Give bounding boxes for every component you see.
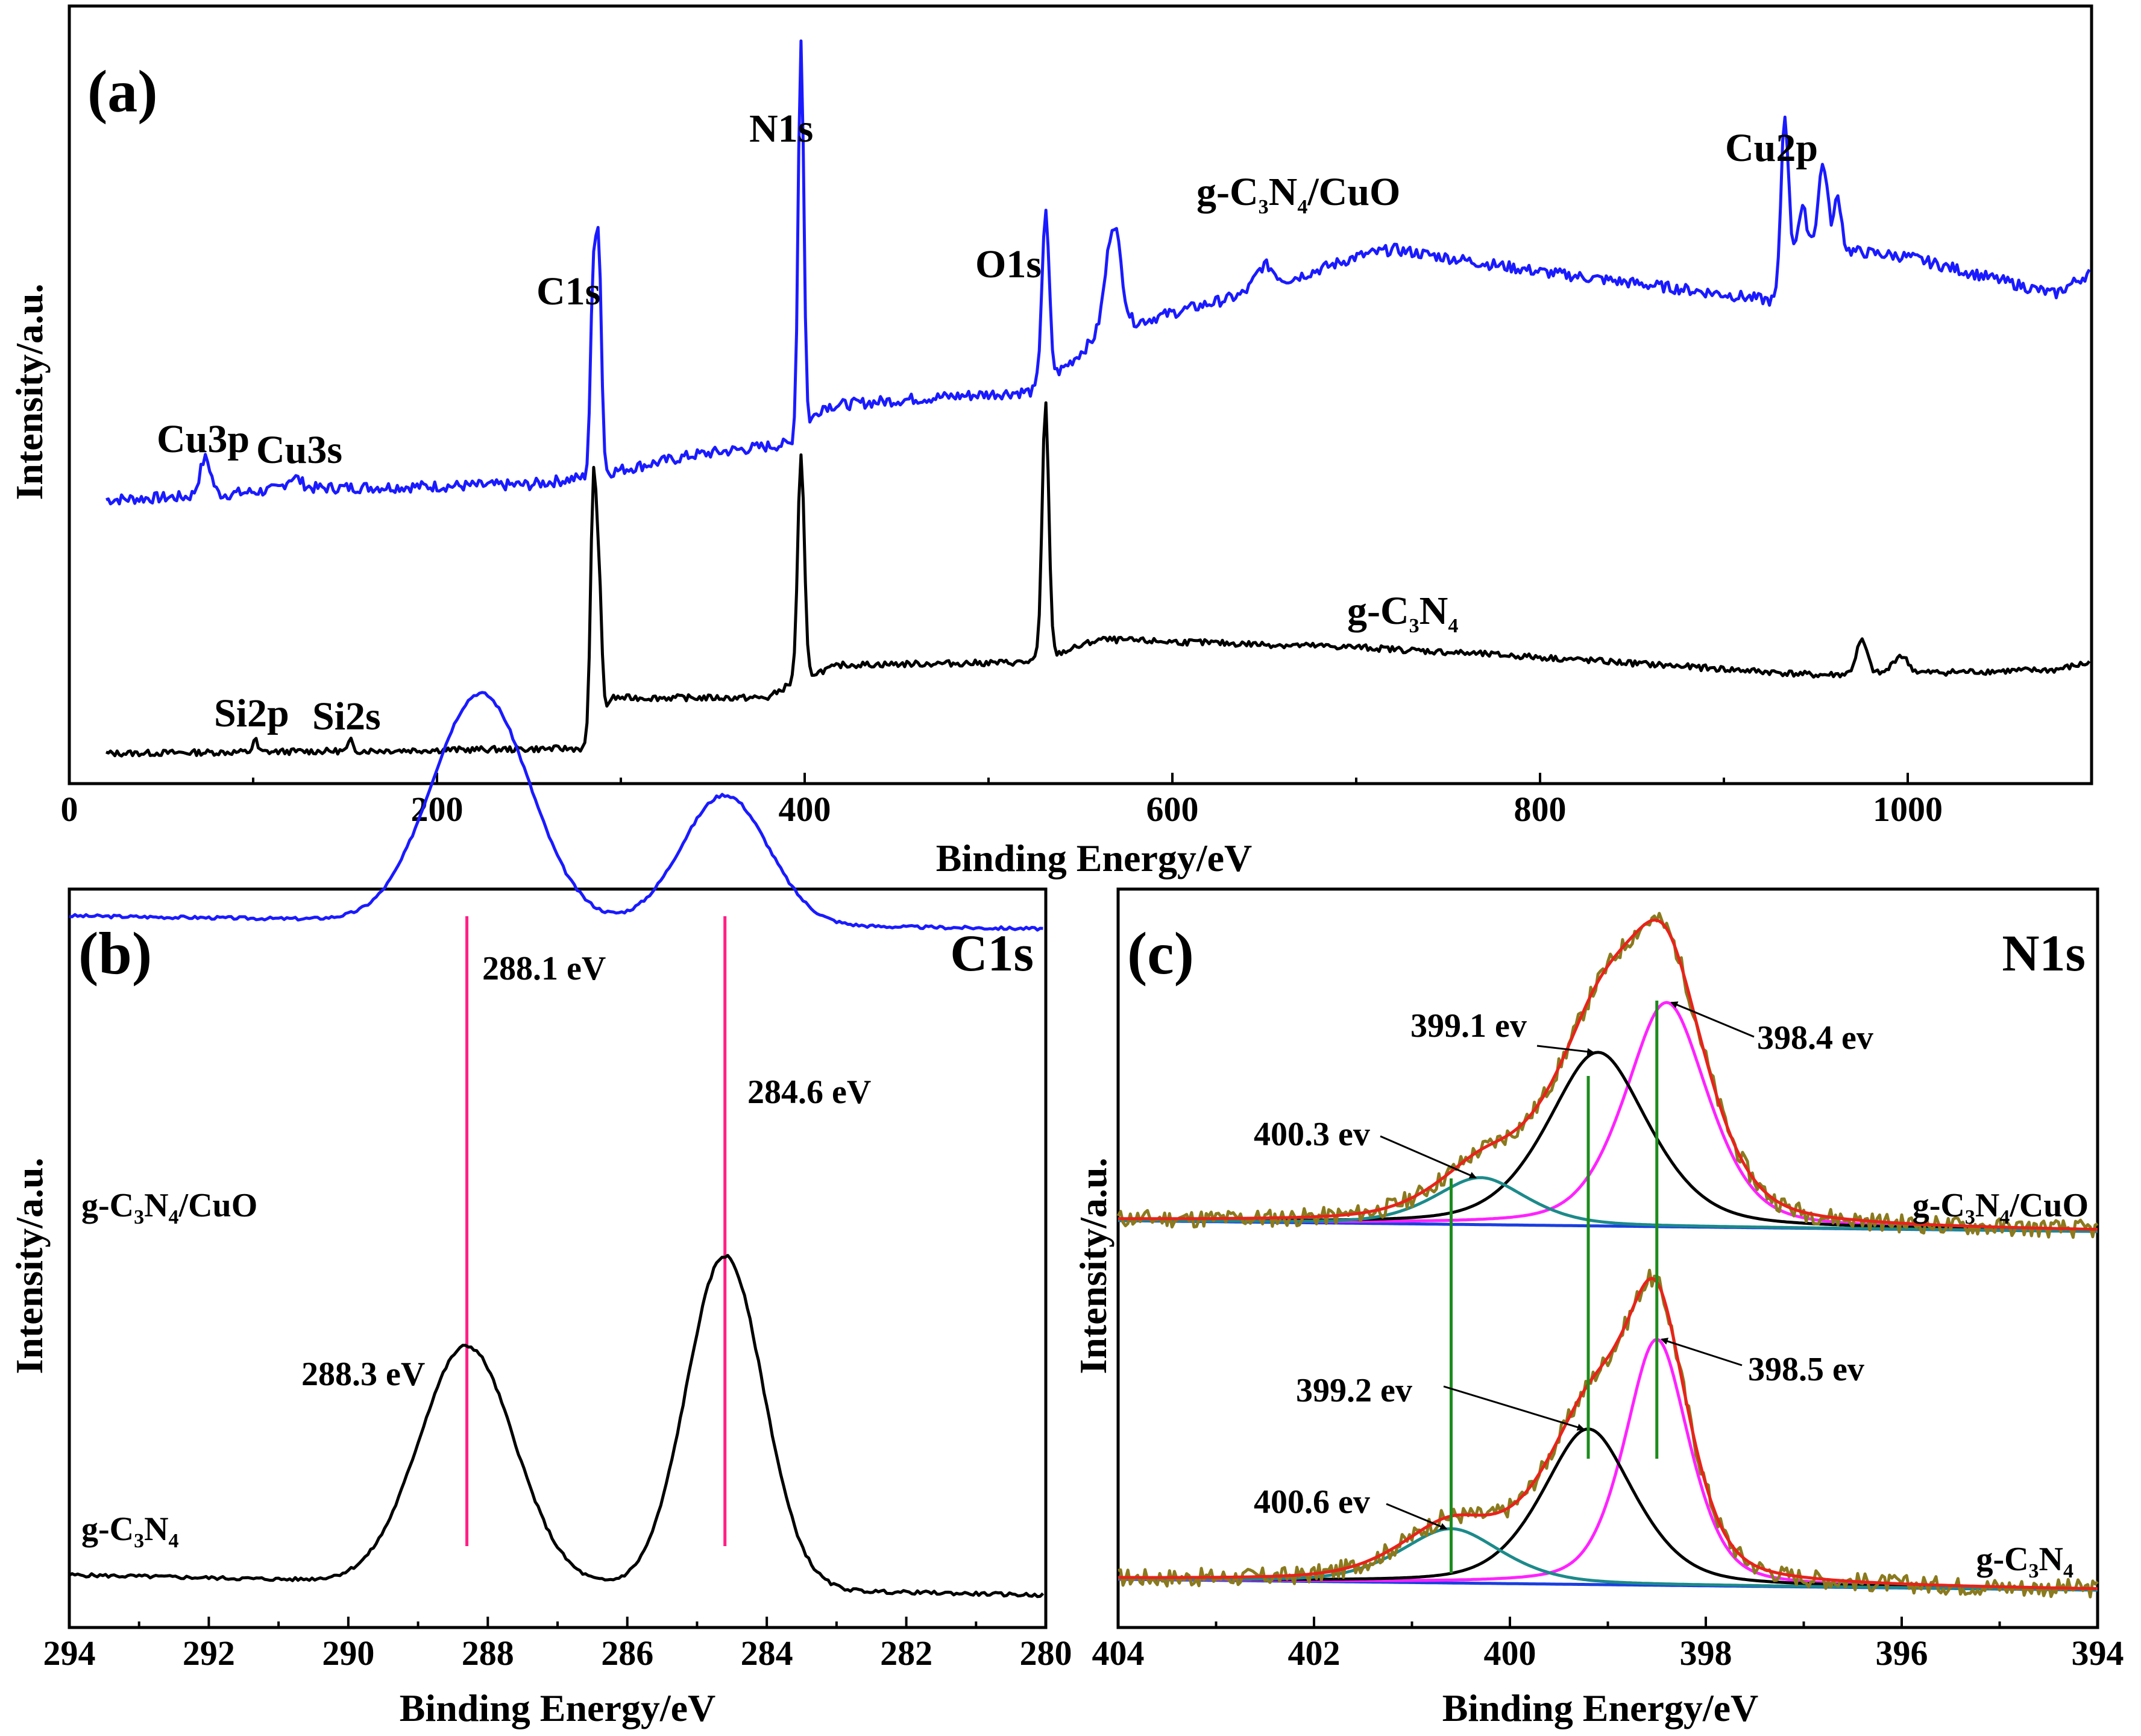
- panel-c-label: (c): [1127, 920, 1194, 987]
- panel-c-x-tick-label: 400: [1484, 1634, 1536, 1673]
- panel-b-x-tick-label: 294: [43, 1634, 96, 1673]
- c1s-curve-gcn: [68, 1254, 1045, 1599]
- annot-cu2p: Cu2p: [1725, 126, 1818, 170]
- panel-c-title: N1s: [2002, 924, 2086, 982]
- panel-a-x-tick-label: 0: [61, 790, 78, 829]
- panel-c-annotation-arrows: [1380, 1001, 1755, 1530]
- panel-c-ylabel: Intensity/a.u.: [1072, 1157, 1115, 1374]
- panel-c-n1s: 404 402 400 398 396 394 (c) N1s Binding Energ…: [1072, 887, 2124, 1729]
- panel-b-ylabel: Intensity/a.u.: [8, 1157, 51, 1374]
- panel-a-xlabel: Binding Energy/eV: [936, 837, 1253, 879]
- panel-a-x-tick-label: 800: [1514, 790, 1567, 829]
- panel-b-x-tick-label: 282: [880, 1634, 932, 1673]
- panel-b-x-tick-label: 292: [183, 1634, 235, 1673]
- panel-a-x-ticks: 0 200 400 600 800 1000: [61, 773, 1943, 829]
- panel-a-ylabel: Intensity/a.u.: [8, 283, 51, 500]
- annot-284-6: 284.6 eV: [747, 1074, 871, 1111]
- panel-c-x-ticks: 404 402 400 398 396 394: [1092, 1617, 2124, 1673]
- n1s-annotation-arrow: [1386, 1503, 1448, 1530]
- panel-b-label: (b): [78, 920, 152, 987]
- annot-o1s: O1s: [975, 242, 1042, 286]
- annot-si2s: Si2s: [312, 694, 381, 738]
- panel-a-series-label-gcn: g-C3N4: [1347, 589, 1458, 637]
- panel-c-x-tick-label: 402: [1288, 1634, 1341, 1673]
- panel-b-title: C1s: [950, 924, 1034, 982]
- panel-b-x-tick-label: 288: [462, 1634, 514, 1673]
- panel-b-x-tick-label: 290: [322, 1634, 374, 1673]
- n1s-annotation-arrow: [1536, 1045, 1595, 1055]
- panel-b-series-label-gcn: g-C3N4: [81, 1511, 179, 1552]
- panel-a-frame: [68, 4, 2093, 785]
- panel-c-x-tick-label: 404: [1092, 1634, 1145, 1673]
- annot-398-4: 398.4 ev: [1757, 1019, 1873, 1057]
- panel-c-series-label-gcn-cuo: g-C3N4/CuO: [1913, 1187, 2089, 1228]
- n1s-annotation-arrow: [1660, 1338, 1743, 1366]
- panel-a-x-tick-label: 400: [779, 790, 831, 829]
- panel-b-x-tick-label: 284: [741, 1634, 793, 1673]
- panel-c-reference-lines: [1450, 1001, 1659, 1573]
- panel-c-xlabel: Binding Energy/eV: [1442, 1687, 1759, 1729]
- panel-a-series-label-gcn-cuo: g-C3N4/CuO: [1196, 170, 1400, 218]
- panel-c-x-tick-label: 394: [2072, 1634, 2124, 1673]
- panel-a-x-tick-label: 600: [1146, 790, 1199, 829]
- annot-288-3: 288.3 eV: [301, 1356, 425, 1393]
- panel-c-curves: [1116, 911, 2099, 1599]
- panel-a-x-tick-label: 200: [411, 790, 464, 829]
- panel-c-x-tick-label: 398: [1680, 1634, 1732, 1673]
- panel-c-x-tick-label: 396: [1876, 1634, 1928, 1673]
- survey-curve-gcn-cuo: [105, 39, 2091, 506]
- panel-b-x-ticks: 294 292 290 288 286 284 282 280: [43, 1617, 1072, 1673]
- annot-cu3s: Cu3s: [256, 428, 342, 472]
- annot-400-6: 400.6 ev: [1254, 1483, 1370, 1521]
- n1s-annotation-arrow: [1443, 1385, 1585, 1431]
- panel-b-series-label-gcn-cuo: g-C3N4/CuO: [81, 1187, 257, 1228]
- panel-b-c1s: 294 292 290 288 286 284 282 280 (b) C1s Binding…: [8, 691, 1072, 1729]
- panel-b-x-tick-label: 286: [601, 1634, 653, 1673]
- panel-b-reference-lines: [465, 916, 727, 1546]
- survey-curve-gcn: [105, 401, 2091, 758]
- annot-si2p: Si2p: [214, 691, 289, 735]
- annot-399-2: 399.2 ev: [1296, 1372, 1412, 1409]
- annot-n1s: N1s: [749, 107, 813, 151]
- panel-a-survey: 0 200 400 600 800 1000 (a) Binding Energy/eV …: [8, 4, 2093, 879]
- annot-cu3p: Cu3p: [157, 417, 250, 461]
- panel-b-x-tick-label: 280: [1020, 1634, 1072, 1673]
- annot-288-1: 288.1 eV: [482, 950, 606, 987]
- panel-c-series-label-gcn: g-C3N4: [1976, 1541, 2073, 1582]
- c1s-curve-gcn-cuo: [69, 691, 1043, 932]
- n1s-envelope-gcn: [1118, 1277, 2098, 1591]
- panel-a-curves: [105, 39, 2091, 758]
- annot-398-5: 398.5 ev: [1748, 1351, 1864, 1388]
- panel-a-x-tick-label: 1000: [1873, 790, 1943, 829]
- panel-b-xlabel: Binding Energy/eV: [400, 1687, 716, 1729]
- annot-400-3: 400.3 ev: [1254, 1116, 1370, 1153]
- n1s-raw-gcn: [1118, 1268, 2099, 1599]
- panel-b-curves: [68, 691, 1045, 1599]
- n1s-envelope-gcn-cuo: [1118, 918, 2098, 1231]
- annot-399-1: 399.1 ev: [1410, 1007, 1527, 1045]
- annot-c1s: C1s: [536, 269, 600, 313]
- n1s-annotation-arrow: [1670, 1001, 1755, 1038]
- panel-a-label: (a): [87, 58, 158, 125]
- n1s-annotation-arrow: [1380, 1135, 1477, 1179]
